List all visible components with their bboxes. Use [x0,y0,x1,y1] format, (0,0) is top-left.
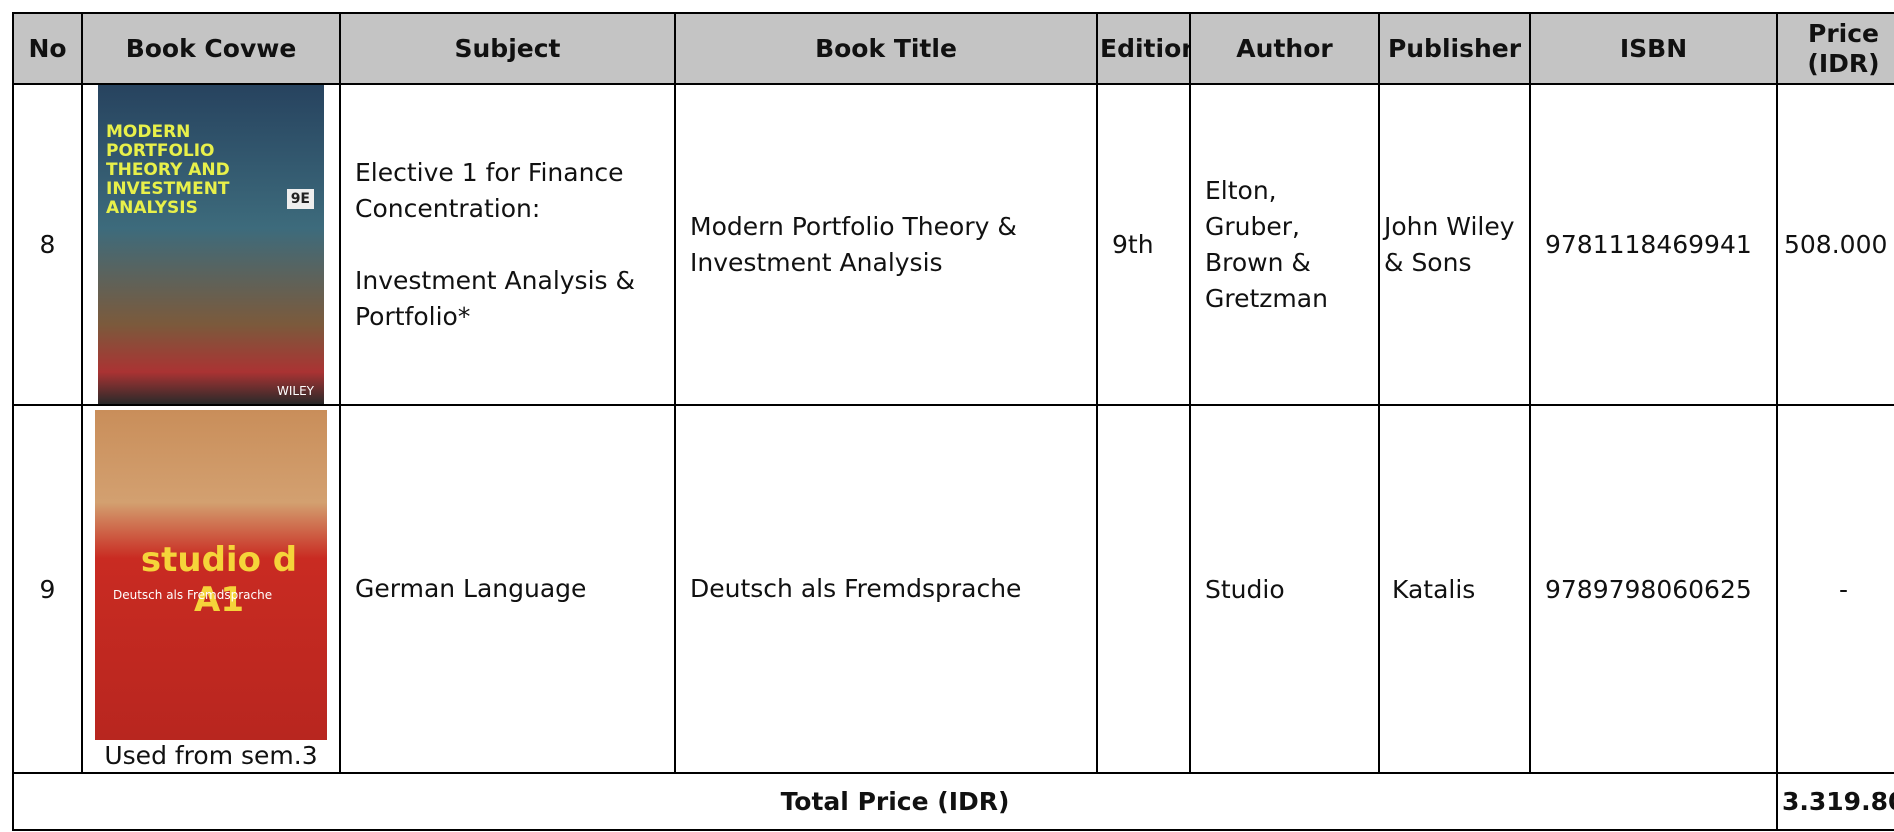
book-title: Modern Portfolio Theory & Investment Ana… [674,83,1098,406]
isbn: 9781118469941 [1529,83,1778,406]
author: Studio [1189,404,1380,774]
publisher: John Wiley & Sons [1378,83,1531,406]
subject-line: Investment Analysis & Portfolio* [355,265,635,331]
subject-line: Elective 1 for Finance Concentration: [355,157,624,223]
column-header: Edition [1096,12,1191,85]
book-title: Deutsch als Fremdsprache [674,404,1098,774]
no: 9 [12,404,83,774]
book-row: 8 MODERN PORTFOLIO THEORY AND INVESTMENT… [12,83,1894,406]
column-header: Subject [339,12,676,85]
total-label: Total Price (IDR) [12,772,1778,831]
cover-subtitle: Deutsch als Fremdsprache [113,588,273,602]
total-value: 3.319.800 [1776,772,1894,831]
book-title-text: Modern Portfolio Theory & Investment Ana… [690,211,1017,277]
cover-caption: Used from sem.3 [104,741,318,770]
book-cover: studio d A1 Deutsch als Fremdsprache [95,410,327,740]
column-header: Book Covwe [81,12,341,85]
cover-brand: WILEY [276,384,314,398]
column-header: Book Title [674,12,1098,85]
author-text: Elton, Gruber, Brown & Gretzman [1205,175,1328,313]
publisher-text: John Wiley & Sons [1384,211,1515,277]
price: 508.000 [1776,83,1894,406]
subject-line: German Language [355,574,587,603]
cover-cell: MODERN PORTFOLIO THEORY AND INVESTMENT A… [81,83,341,406]
edition: 9th [1096,83,1191,406]
column-header: Publisher [1378,12,1531,85]
edition [1096,404,1191,774]
cover-title: studio d A1 [140,540,298,620]
book-row: 9 studio d A1 Deutsch als Fremdsprache U… [12,404,1894,774]
subject: German Language [339,404,676,774]
cover-cell: studio d A1 Deutsch als Fremdsprache Use… [81,404,341,774]
price: - [1776,404,1894,774]
book-cover: MODERN PORTFOLIO THEORY AND INVESTMENT A… [98,86,324,403]
column-header: Price (IDR) [1776,12,1894,85]
column-header: ISBN [1529,12,1778,85]
cover-title: MODERN PORTFOLIO THEORY AND INVESTMENT A… [106,122,230,218]
header-row: No Book Covwe Subject Book Title Edition… [12,12,1894,85]
total-row: Total Price (IDR) 3.319.800 [12,772,1894,831]
no: 8 [12,83,83,406]
cover-badge: 9E [286,189,314,209]
book-title-text: Deutsch als Fremdsprache [690,574,1022,603]
publisher: Katalis [1378,404,1531,774]
book-table: No Book Covwe Subject Book Title Edition… [12,12,1894,831]
subject: Elective 1 for Finance Concentration: In… [339,83,676,406]
isbn: 9789798060625 [1529,404,1778,774]
column-header: Author [1189,12,1380,85]
column-header: No [12,12,83,85]
author: Elton, Gruber, Brown & Gretzman [1189,83,1380,406]
